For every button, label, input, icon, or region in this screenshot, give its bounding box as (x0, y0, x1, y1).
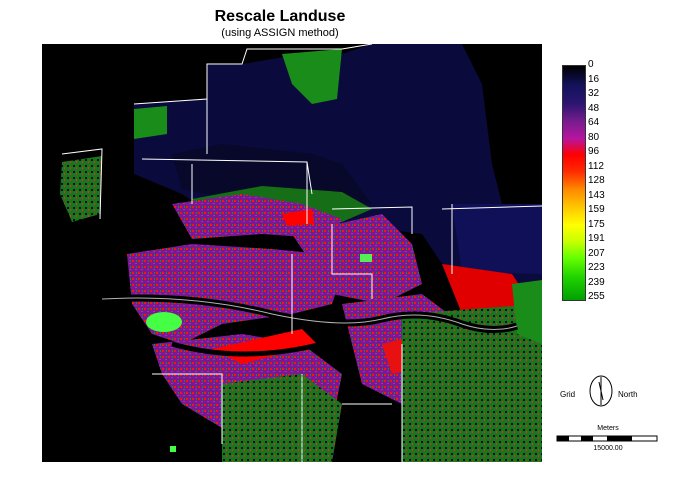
red-zone-north (282, 209, 314, 226)
north-shore-darker-area (172, 144, 372, 204)
legend-label: 207 (588, 247, 605, 259)
urban-north-shore (172, 194, 342, 239)
scale-bar: Meters 15000.00 (556, 425, 660, 455)
legend-label: 143 (588, 189, 605, 201)
northwest-green-patch (134, 106, 167, 139)
map-subtitle: (using ASSIGN method) (221, 27, 339, 39)
river-edge (101, 297, 518, 330)
legend-label: 0 (588, 59, 594, 70)
north-arrow: Grid North (556, 370, 646, 420)
urban-east (292, 214, 422, 304)
east-bright-green (360, 254, 372, 262)
east-blue-block (452, 204, 542, 274)
legend-color-bar (562, 65, 586, 301)
legend-label: 112 (588, 160, 604, 172)
park-area (146, 312, 182, 332)
southeast-farmland (402, 304, 542, 462)
legend-label: 16 (588, 73, 600, 85)
legend-label: 128 (588, 175, 605, 186)
legend-label: 255 (588, 291, 605, 302)
legend-label: 175 (588, 218, 605, 230)
south-river-arm (171, 341, 323, 357)
southwest-farmland (222, 374, 342, 462)
municipal-boundaries (61, 44, 542, 462)
legend-label: 48 (588, 102, 600, 114)
north-label: North (618, 390, 638, 399)
legend-label: 64 (588, 117, 600, 128)
legend-label: 96 (588, 146, 600, 157)
scale-value-label: 15000.00 (593, 445, 623, 452)
legend-label: 223 (588, 262, 605, 273)
landuse-raster (60, 44, 542, 462)
compass-icon (589, 375, 613, 407)
legend-label: 159 (588, 204, 605, 215)
map-title: Rescale Landuse (214, 8, 346, 25)
legend-label: 32 (588, 88, 600, 99)
landuse-map (42, 44, 542, 462)
north-green-peak (282, 49, 342, 104)
park-small (170, 446, 176, 452)
legend-label: 80 (588, 131, 600, 143)
red-zone-east (442, 264, 532, 319)
legend-label: 239 (588, 276, 605, 288)
scale-unit-label: Meters (597, 425, 619, 432)
west-island-green (60, 156, 102, 222)
scale-bar-graphic (556, 435, 658, 442)
east-green-edge (512, 280, 542, 344)
grid-label: Grid (560, 390, 576, 399)
legend-label: 191 (588, 233, 605, 244)
